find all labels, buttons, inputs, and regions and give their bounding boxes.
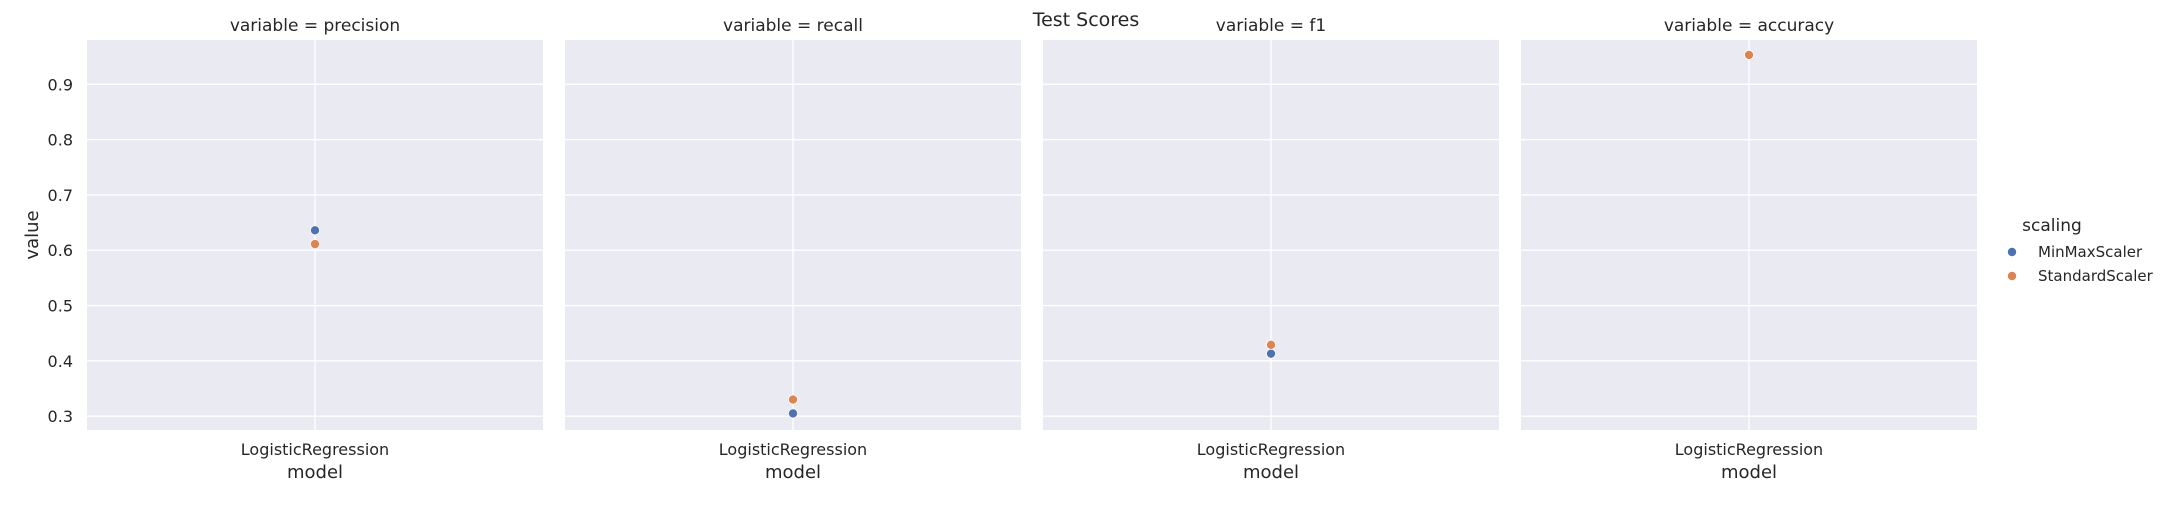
facet-panel-1: LogisticRegression variable = recall model [565,16,1021,483]
chart-title: Test Scores [1032,9,1140,31]
y-tick-label: 0.9 [48,75,73,94]
data-point-standardscaler [1266,339,1277,350]
data-point-minmaxscaler [309,225,320,236]
x-tick-label: LogisticRegression [1675,440,1823,459]
legend-entry-label: MinMaxScaler [2038,243,2143,261]
data-point-minmaxscaler [788,408,799,419]
legend-marker [2007,270,2018,281]
x-tick-label: LogisticRegression [1197,440,1345,459]
y-tick-label: 0.5 [48,297,73,316]
facet-title: variable = precision [230,16,400,36]
legend-marker [2007,246,2018,257]
x-axis-label: model [1243,462,1299,483]
y-tick-label: 0.8 [48,131,73,150]
data-point-standardscaler [309,239,320,250]
data-point-standardscaler [788,394,799,405]
facet-panel-3: LogisticRegression variable = accuracy mod… [1521,16,1977,483]
legend-title: scaling [2022,216,2082,236]
facet-panel-0: LogisticRegression variable = precision mo… [22,16,543,483]
legend: scaling MinMaxScaler StandardScaler [2007,216,2154,285]
data-point-standardscaler [1744,49,1755,60]
x-tick-label: LogisticRegression [719,440,867,459]
facet-title: variable = f1 [1216,16,1326,36]
y-tick-label: 0.6 [48,241,73,260]
y-tick-label: 0.7 [48,186,73,205]
y-axis-label: value [22,210,43,259]
y-tick-label: 0.3 [48,407,73,426]
y-tick-label: 0.4 [48,352,73,371]
legend-entry-label: StandardScaler [2038,267,2154,285]
facet-title: variable = recall [723,16,863,36]
x-tick-label: LogisticRegression [241,440,389,459]
data-point-minmaxscaler [1266,348,1277,359]
facet-panel-2: LogisticRegression variable = f1 model [1043,16,1499,483]
x-axis-label: model [287,462,343,483]
x-axis-label: model [1721,462,1777,483]
x-axis-label: model [765,462,821,483]
facet-title: variable = accuracy [1664,16,1834,36]
